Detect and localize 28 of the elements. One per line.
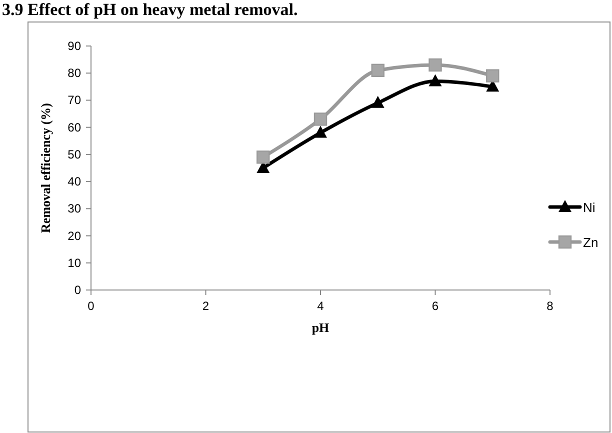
y-tick-label: 70	[68, 93, 82, 108]
point	[371, 64, 384, 77]
x-tick-label: 2	[202, 299, 210, 313]
x-axis-title: pH	[312, 320, 330, 335]
x-tick-label: 6	[432, 299, 439, 313]
y-tick-label: 50	[68, 147, 82, 162]
point	[428, 58, 442, 72]
y-tick-label: 20	[68, 228, 82, 243]
legend-label: Zn	[583, 235, 598, 250]
y-tick-label: 30	[68, 202, 82, 216]
y-tick-label: 90	[68, 39, 82, 53]
x-tick-label: 0	[88, 299, 95, 313]
y-tick-label: 40	[68, 174, 82, 189]
point	[314, 112, 328, 126]
x-tick-label: 8	[546, 299, 554, 313]
x-tick-label: 4	[317, 299, 324, 313]
y-tick-label: 10	[68, 256, 82, 270]
point	[314, 126, 327, 138]
y-tick-label: 80	[68, 66, 82, 80]
chart-title: 3.9 Effect of pH on heavy metal removal.	[2, 0, 298, 19]
point	[486, 69, 500, 82]
legend-label: Ni	[583, 200, 596, 215]
point	[428, 74, 442, 86]
point	[371, 96, 384, 108]
point	[256, 150, 270, 164]
y-tick-label: 60	[68, 120, 82, 134]
y-tick-label: 0	[74, 283, 82, 297]
y-axis-title: Removal efficiency (%)	[38, 103, 53, 233]
